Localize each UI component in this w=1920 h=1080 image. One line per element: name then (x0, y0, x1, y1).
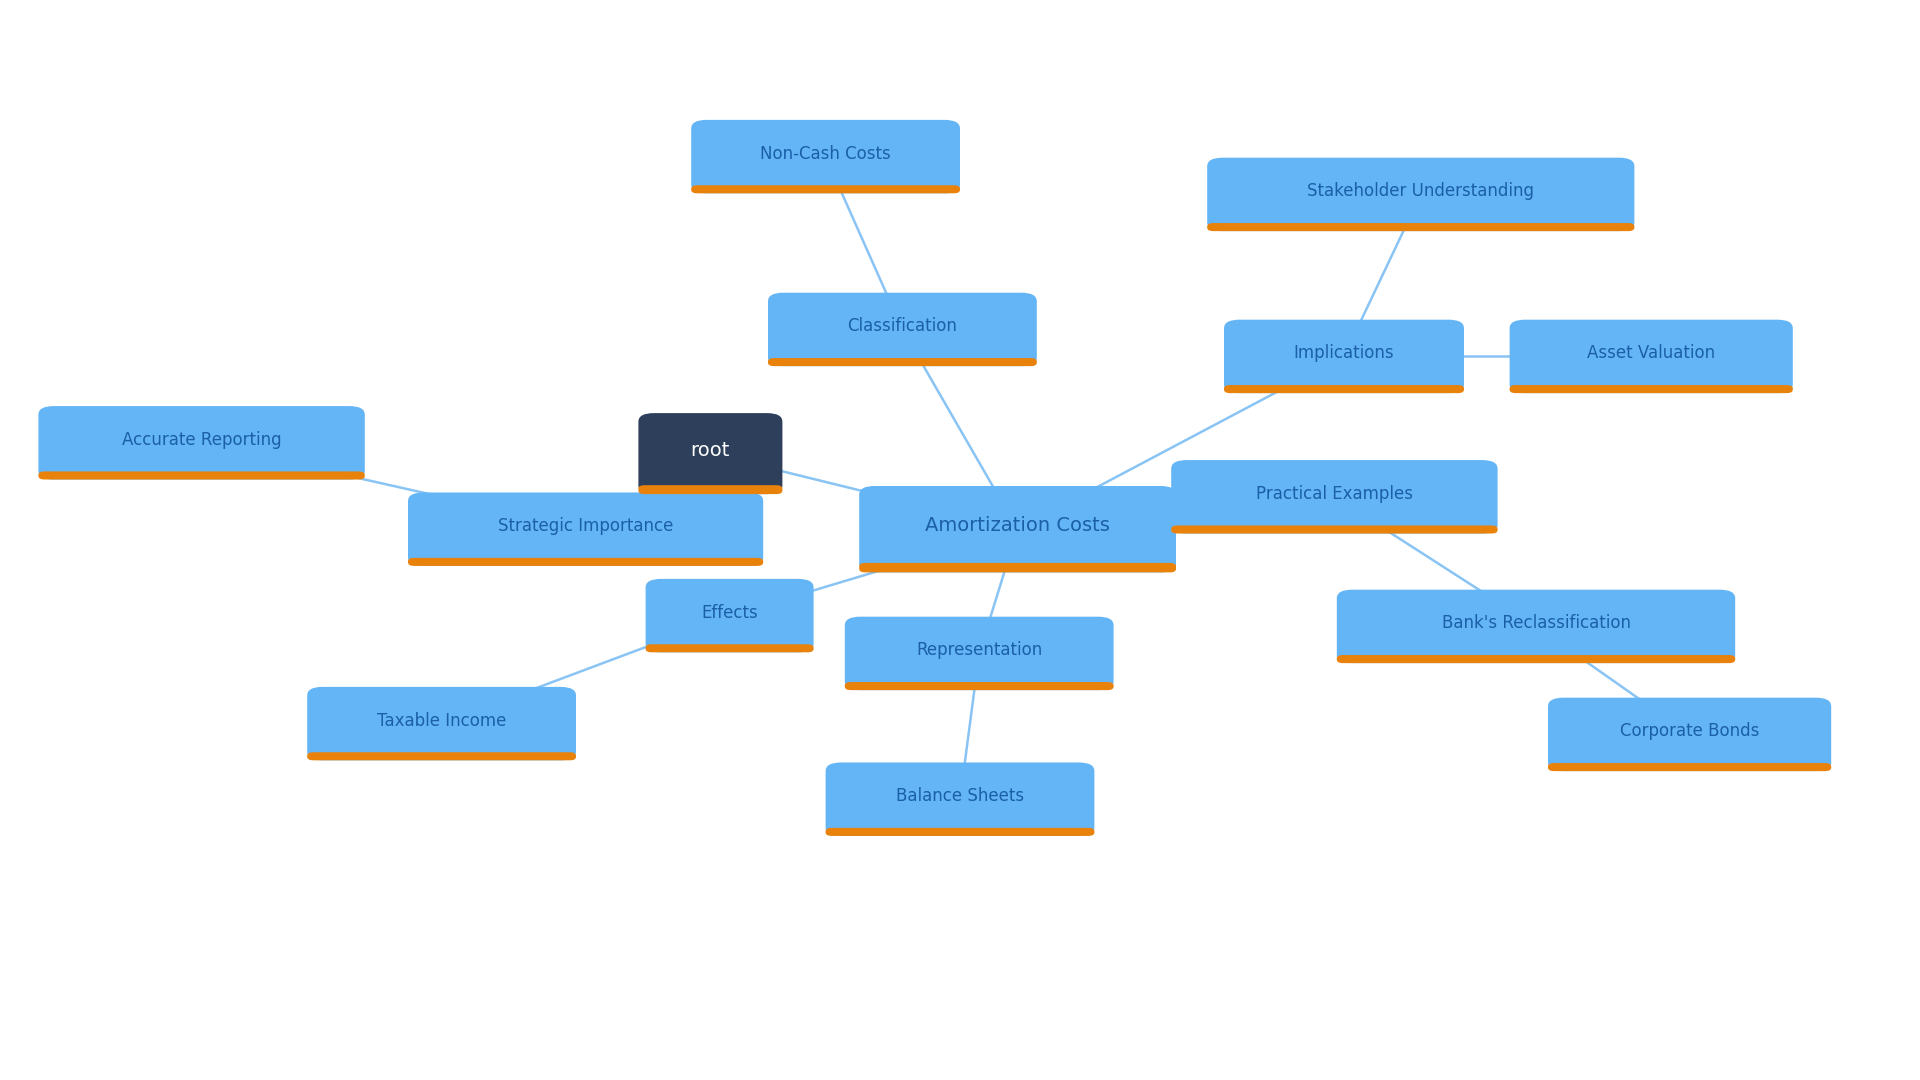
FancyBboxPatch shape (845, 683, 1114, 690)
Text: Effects: Effects (701, 604, 758, 622)
FancyBboxPatch shape (407, 492, 762, 566)
Text: Bank's Reclassification: Bank's Reclassification (1442, 615, 1630, 633)
FancyBboxPatch shape (1171, 460, 1498, 534)
FancyBboxPatch shape (1225, 320, 1463, 393)
FancyBboxPatch shape (768, 359, 1037, 366)
FancyBboxPatch shape (826, 828, 1094, 836)
FancyBboxPatch shape (38, 406, 365, 480)
FancyBboxPatch shape (1509, 320, 1793, 393)
Text: Representation: Representation (916, 642, 1043, 660)
FancyBboxPatch shape (38, 472, 365, 480)
Text: Non-Cash Costs: Non-Cash Costs (760, 145, 891, 163)
FancyBboxPatch shape (307, 687, 576, 760)
Text: Corporate Bonds: Corporate Bonds (1620, 723, 1759, 741)
Text: Balance Sheets: Balance Sheets (897, 787, 1023, 806)
FancyBboxPatch shape (1336, 656, 1736, 663)
Text: Asset Valuation: Asset Valuation (1588, 345, 1715, 363)
Text: Accurate Reporting: Accurate Reporting (121, 431, 282, 449)
FancyBboxPatch shape (1548, 764, 1832, 771)
FancyBboxPatch shape (826, 762, 1094, 836)
FancyBboxPatch shape (407, 558, 762, 566)
Text: root: root (691, 441, 730, 460)
FancyBboxPatch shape (860, 486, 1175, 572)
FancyBboxPatch shape (637, 485, 783, 495)
Text: Stakeholder Understanding: Stakeholder Understanding (1308, 183, 1534, 201)
Text: Amortization Costs: Amortization Costs (925, 516, 1110, 536)
FancyBboxPatch shape (691, 120, 960, 193)
FancyBboxPatch shape (768, 293, 1037, 366)
FancyBboxPatch shape (1208, 158, 1634, 231)
FancyBboxPatch shape (845, 617, 1114, 690)
FancyBboxPatch shape (1225, 386, 1463, 393)
FancyBboxPatch shape (1171, 526, 1498, 534)
FancyBboxPatch shape (1208, 224, 1634, 231)
FancyBboxPatch shape (1548, 698, 1832, 771)
Text: Strategic Importance: Strategic Importance (497, 517, 674, 536)
FancyBboxPatch shape (307, 753, 576, 760)
FancyBboxPatch shape (691, 186, 960, 193)
Text: Implications: Implications (1294, 345, 1394, 363)
FancyBboxPatch shape (1336, 590, 1736, 663)
FancyBboxPatch shape (1509, 386, 1793, 393)
Text: Practical Examples: Practical Examples (1256, 485, 1413, 503)
FancyBboxPatch shape (645, 645, 814, 652)
FancyBboxPatch shape (645, 579, 814, 652)
FancyBboxPatch shape (860, 563, 1175, 572)
Text: Taxable Income: Taxable Income (376, 712, 507, 730)
FancyBboxPatch shape (637, 413, 783, 495)
Text: Classification: Classification (847, 318, 958, 336)
